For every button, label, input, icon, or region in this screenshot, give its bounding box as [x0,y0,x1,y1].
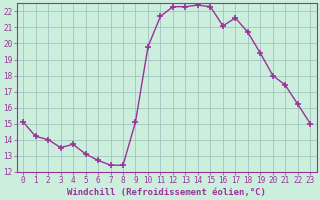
X-axis label: Windchill (Refroidissement éolien,°C): Windchill (Refroidissement éolien,°C) [67,188,266,197]
